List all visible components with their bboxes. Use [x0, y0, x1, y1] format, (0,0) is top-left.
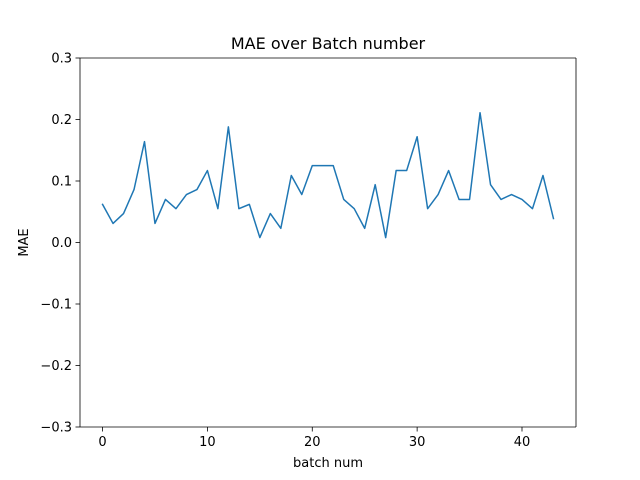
x-axis-ticks: 0 10 20 30 40	[98, 427, 530, 450]
y-tick-label: 0.1	[51, 175, 72, 190]
y-tick-label: 0.2	[51, 113, 72, 128]
x-tick-label: 20	[304, 435, 321, 450]
series-line-0	[101, 111, 555, 239]
y-tick-label: −0.1	[40, 298, 72, 313]
series-layer	[101, 111, 555, 239]
x-tick-label: 30	[409, 435, 426, 450]
chart-title: MAE over Batch number	[231, 34, 426, 53]
x-axis-title: batch num	[293, 456, 363, 471]
y-tick-label: 0.3	[51, 52, 72, 67]
y-axis-title: MAE	[17, 228, 32, 256]
x-tick-label: 40	[514, 435, 531, 450]
y-tick-label: 0.0	[51, 236, 72, 251]
plot-background	[80, 58, 576, 427]
y-tick-label: −0.2	[40, 359, 72, 374]
x-tick-label: 0	[98, 435, 106, 450]
plot-area	[80, 58, 576, 427]
y-axis-ticks: −0.3 −0.2 −0.1 0.0 0.1 0.2 0.3	[40, 52, 80, 436]
x-tick-label: 10	[199, 435, 216, 450]
y-tick-label: −0.3	[40, 421, 72, 436]
